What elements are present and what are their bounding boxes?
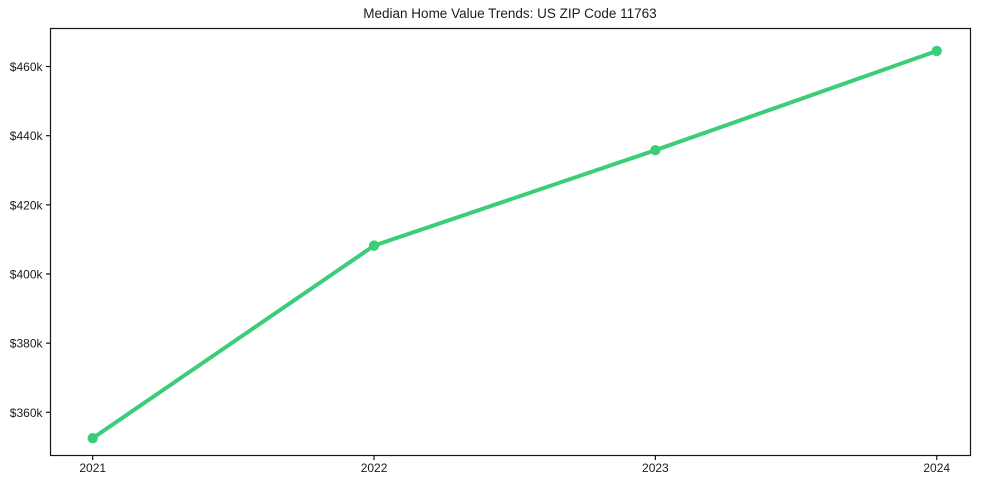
x-tick-label: 2022 — [361, 461, 388, 475]
y-tick-label: $380k — [10, 337, 44, 351]
x-tick-label: 2021 — [79, 461, 106, 475]
trend-line — [90, 48, 939, 441]
data-point-2022 — [368, 240, 380, 251]
chart-title: Median Home Value Trends: US ZIP Code 11… — [363, 6, 657, 21]
y-tick-label: $360k — [10, 406, 44, 420]
y-tick-label: $420k — [10, 198, 44, 212]
data-point-2024 — [931, 45, 942, 57]
y-tick-label: $400k — [10, 267, 44, 281]
data-point-2021 — [87, 433, 98, 444]
x-tick-label: 2024 — [923, 461, 950, 475]
x-tick-label: 2023 — [642, 461, 669, 475]
y-tick-label: $440k — [10, 129, 44, 143]
y-tick-label: $460k — [10, 60, 44, 74]
data-point-2023 — [650, 145, 661, 156]
plot-border — [49, 27, 972, 457]
